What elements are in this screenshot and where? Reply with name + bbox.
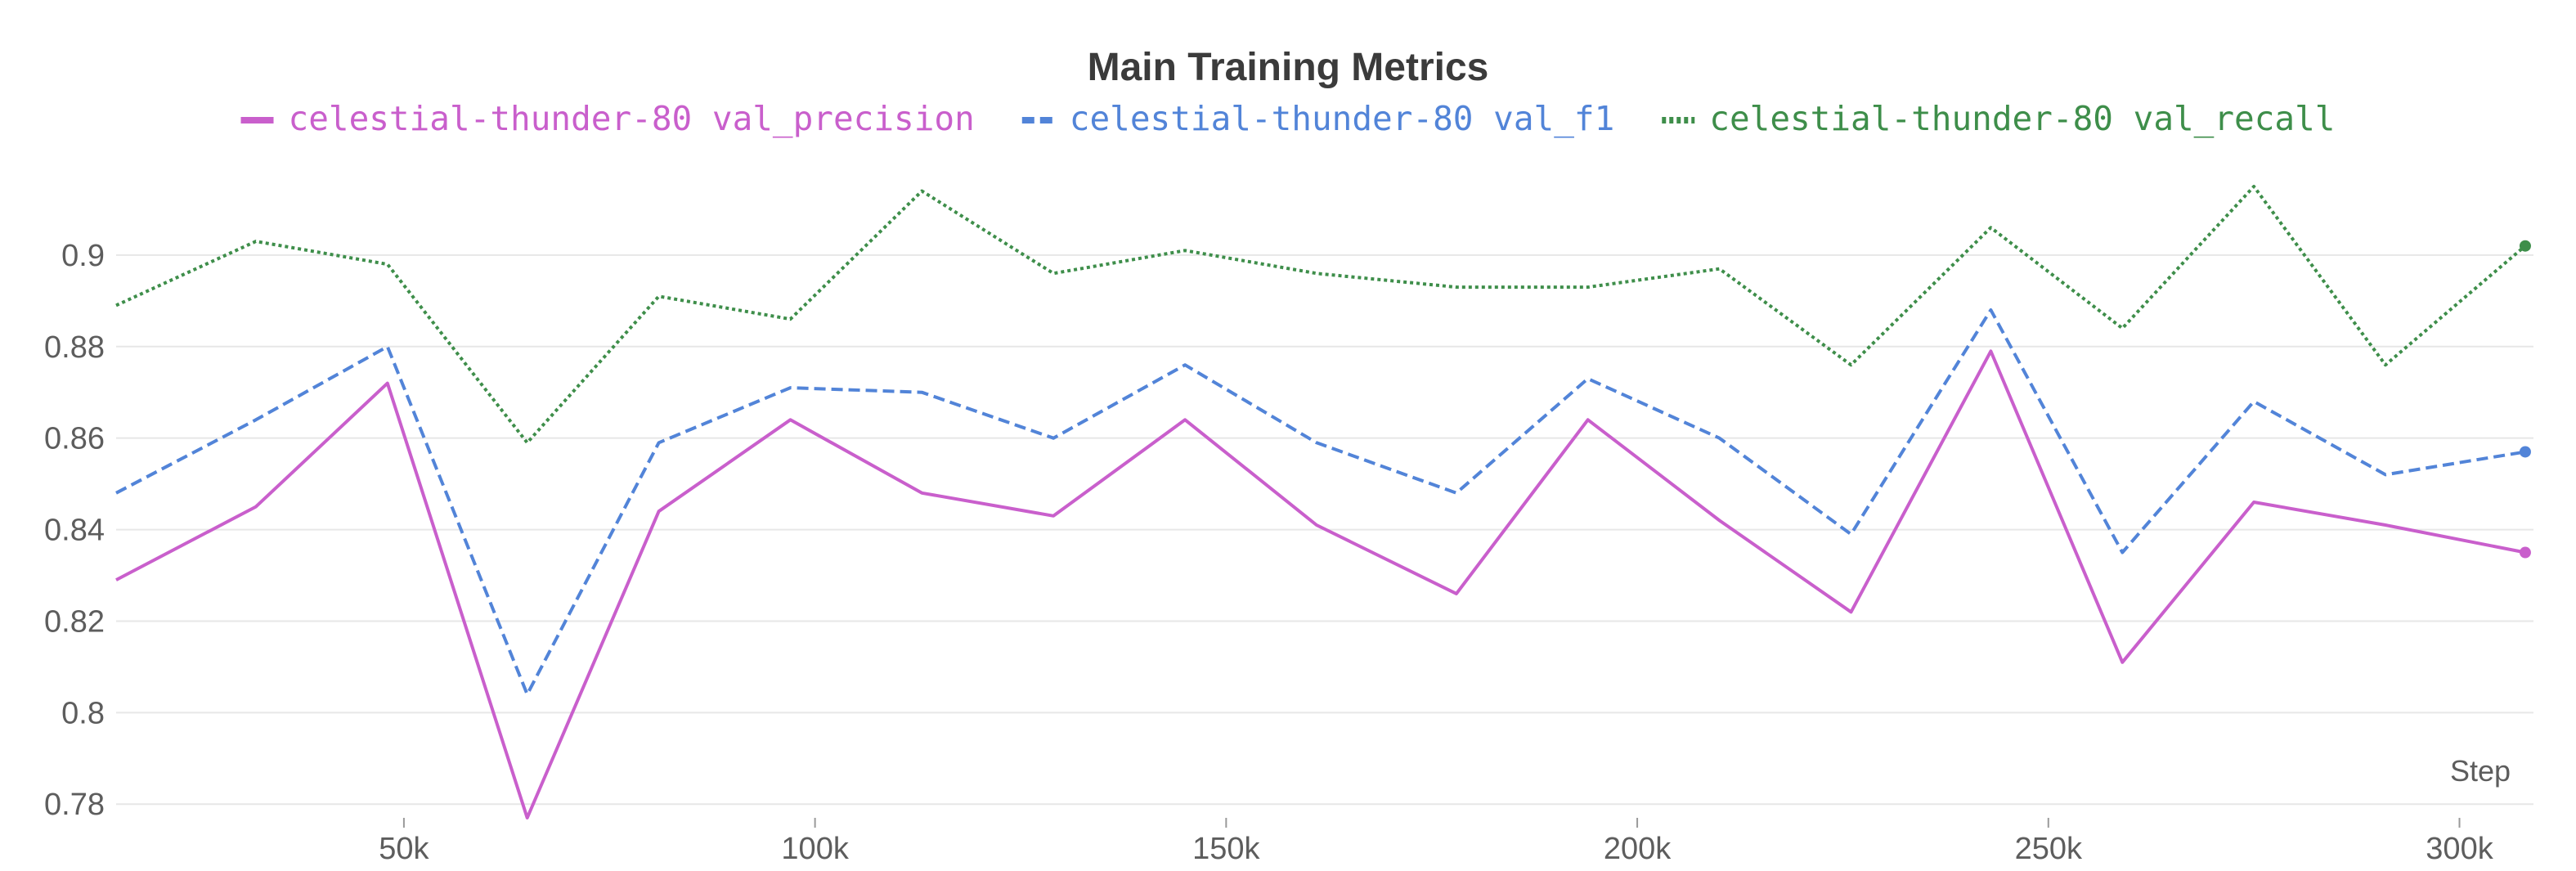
x-tick-label: 300k bbox=[2426, 832, 2493, 866]
y-tick-label: 0.78 bbox=[44, 788, 105, 822]
y-tick-label: 0.9 bbox=[61, 239, 105, 273]
series-end-point-3 bbox=[2519, 240, 2531, 252]
x-tick-label: 50k bbox=[379, 832, 429, 866]
chart-title: Main Training Metrics bbox=[1088, 46, 1489, 89]
y-tick-label: 0.84 bbox=[44, 514, 105, 548]
series-end-point-2 bbox=[2519, 446, 2531, 458]
legend-item-2: celestial-thunder-80 val_f1 bbox=[1021, 99, 1614, 138]
legend-item-3: celestial-thunder-80 val_recall bbox=[1662, 99, 2335, 138]
y-tick-label: 0.82 bbox=[44, 604, 105, 639]
legend: celestial-thunder-80 val_precision celest… bbox=[240, 99, 2335, 138]
y-axis: 0.78 0.8 0.82 0.84 0.86 0.88 0.9 bbox=[44, 239, 105, 822]
series-line-3 bbox=[115, 185, 2527, 445]
x-axis: 50k 100k 150k 200k 250k 300k bbox=[379, 818, 2494, 866]
x-tick-label: 150k bbox=[1192, 832, 1260, 866]
x-axis-label: Step bbox=[2450, 754, 2511, 788]
x-tick-label: 250k bbox=[2015, 832, 2083, 866]
legend-item-1: celestial-thunder-80 val_precision bbox=[240, 99, 975, 138]
series-lines bbox=[115, 185, 2531, 819]
x-tick-label: 100k bbox=[781, 832, 849, 866]
series-line-1 bbox=[115, 349, 2526, 819]
y-tick-label: 0.88 bbox=[44, 330, 105, 365]
legend-label: celestial-thunder-80 val_f1 bbox=[1070, 99, 1614, 138]
y-tick-label: 0.86 bbox=[44, 422, 105, 456]
x-tick-label: 200k bbox=[1604, 832, 1672, 866]
legend-label: celestial-thunder-80 val_precision bbox=[289, 99, 975, 138]
legend-label: celestial-thunder-80 val_recall bbox=[1709, 99, 2335, 138]
y-tick-label: 0.8 bbox=[61, 696, 105, 730]
series-line-2 bbox=[115, 308, 2526, 696]
series-end-point-1 bbox=[2519, 546, 2531, 559]
